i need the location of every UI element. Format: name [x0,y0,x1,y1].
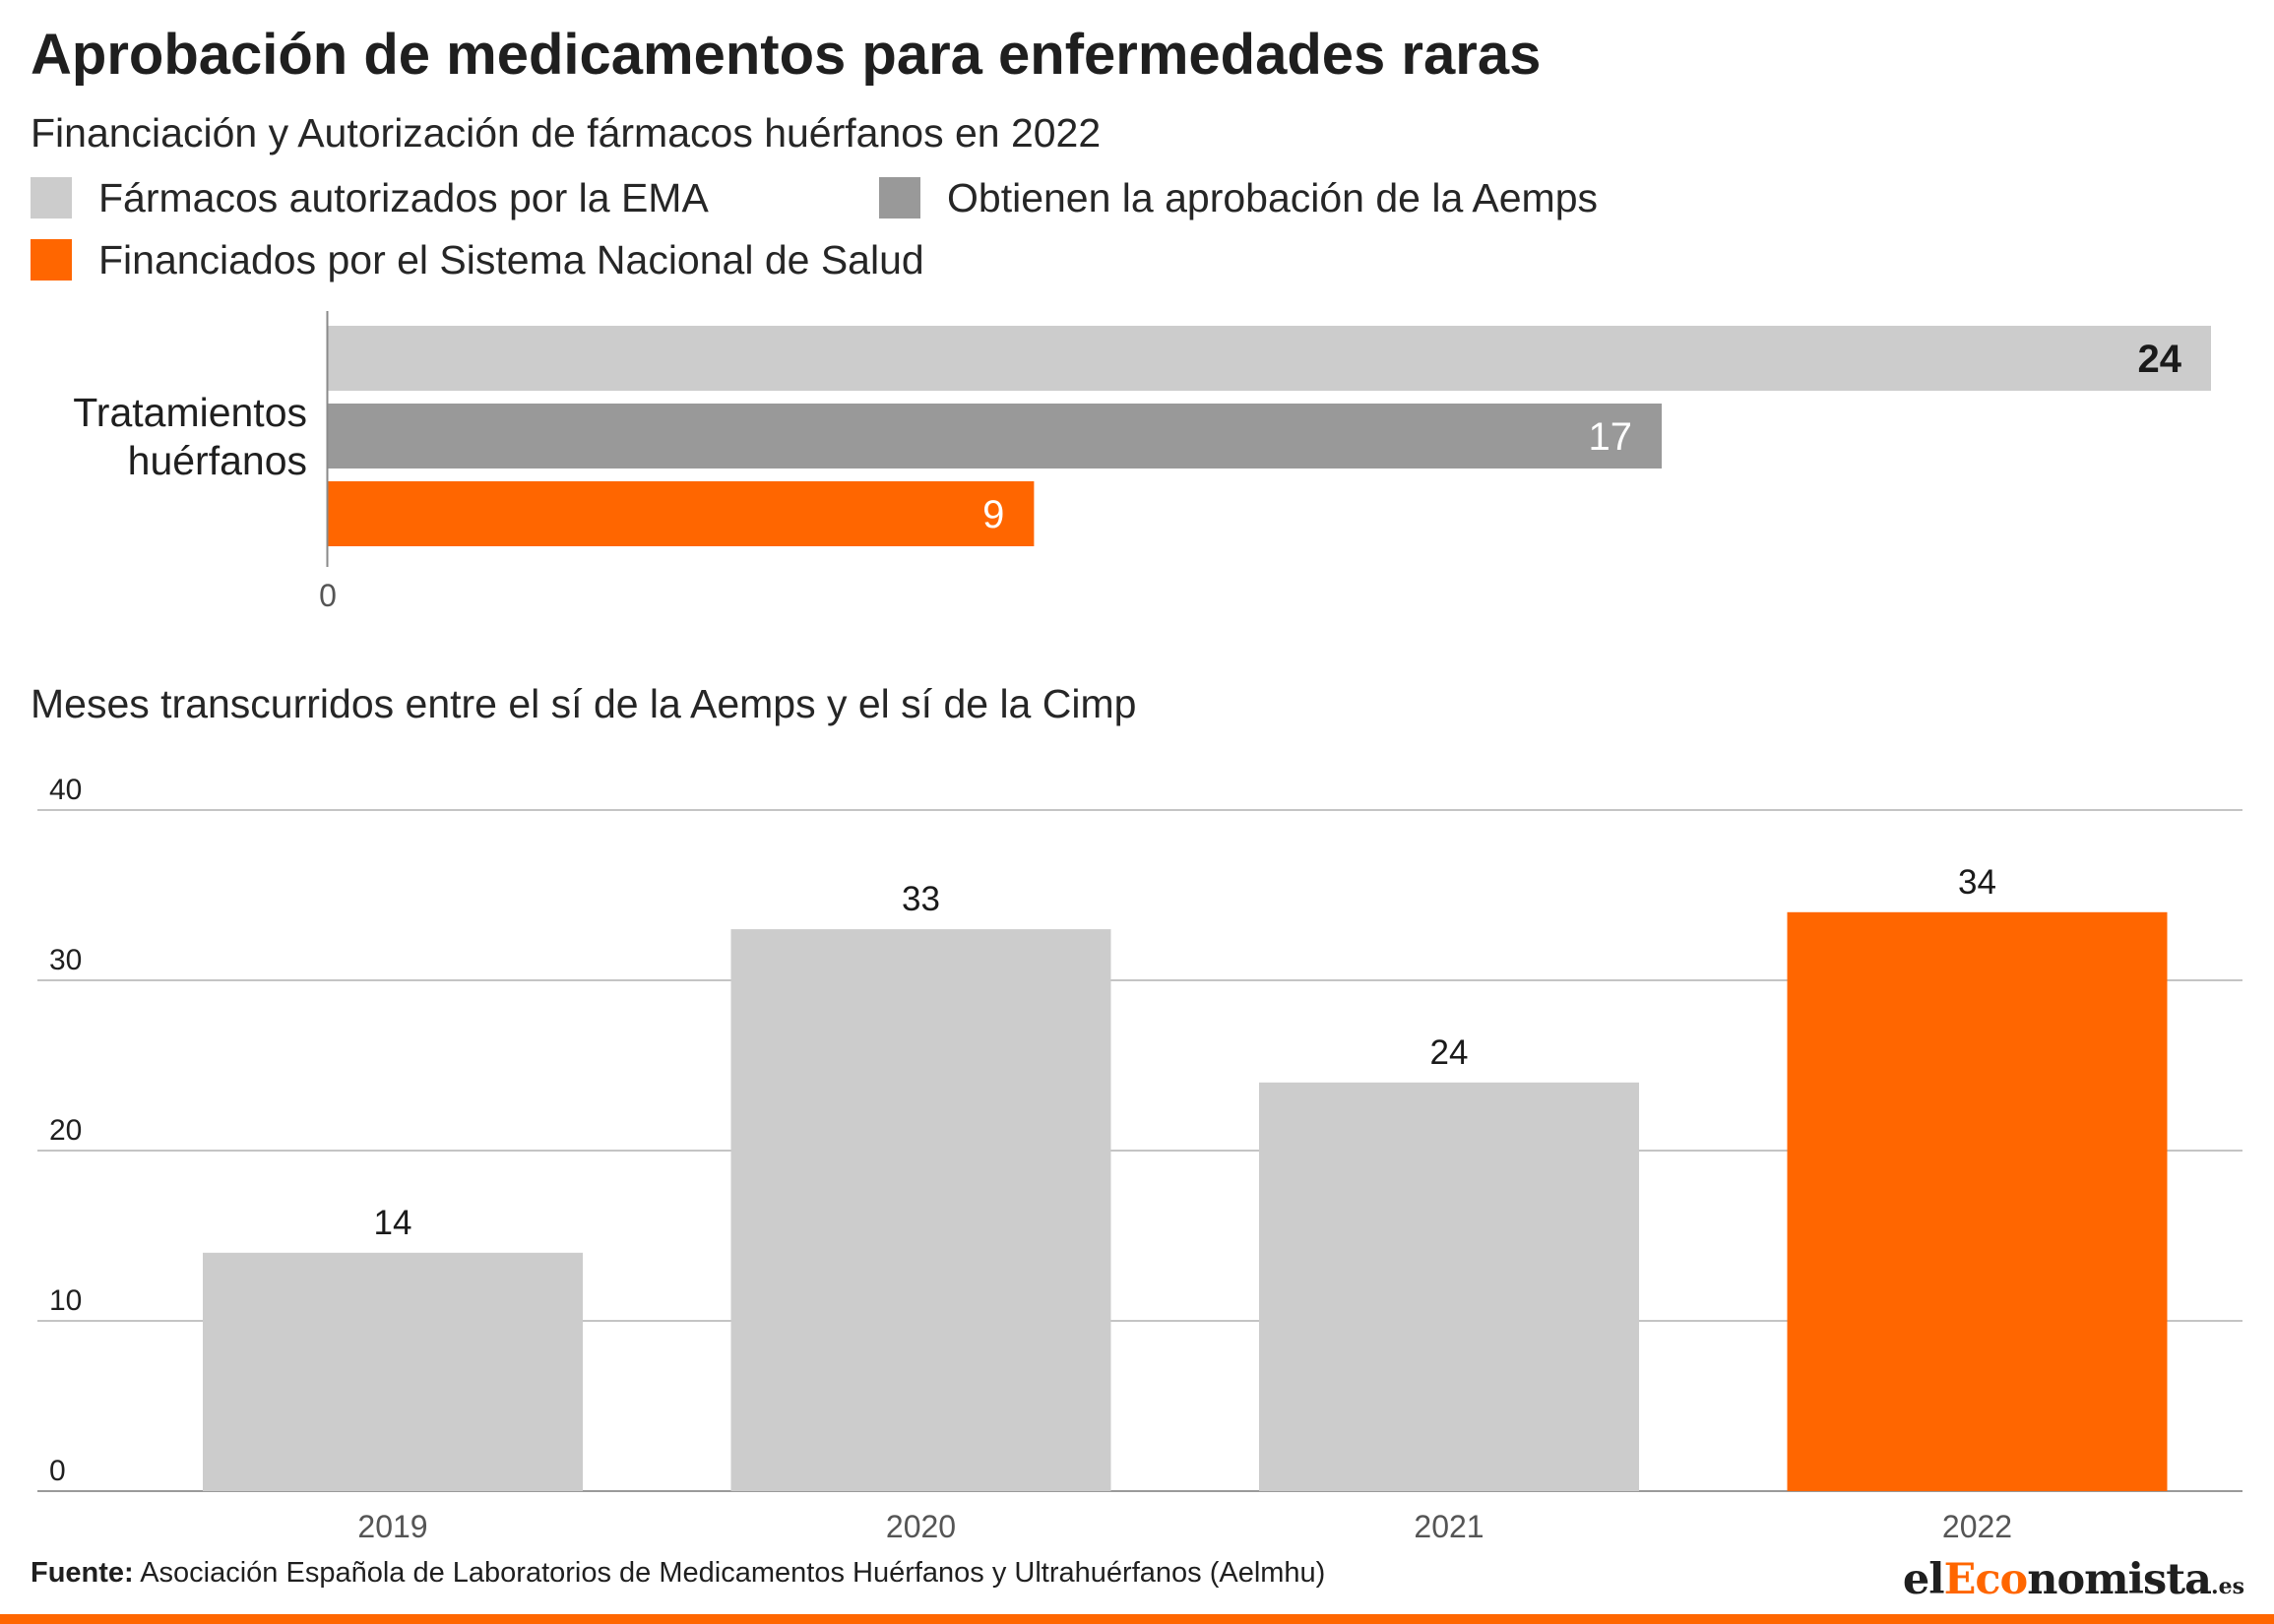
chart-subtitle: Financiación y Autorización de fármacos … [31,110,1102,156]
legend-swatch-ema [31,177,72,219]
source-label: Fuente: [31,1557,134,1589]
bar-3 [328,481,1035,546]
y-tick-label: 40 [49,774,82,806]
x-tick-label: 0 [319,578,337,613]
y-tick-label: 30 [49,944,82,976]
legend-label-aemps: Obtienen la aprobación de la Aemps [947,174,1599,220]
category-label: Tratamientos huérfanos [73,390,307,483]
x-tick-label-2021: 2021 [1414,1509,1484,1544]
bar-value-label-2019: 14 [374,1204,412,1242]
bar-2022 [1787,911,2168,1491]
legend-item-sns: Financiados por el Sistema Nacional de S… [31,237,924,282]
legend-item-ema: Fármacos autorizados por la EMA [31,175,709,220]
section2-title: Meses transcurridos entre el sí de la Ae… [31,681,1137,726]
bottom-accent-bar [0,1614,2274,1624]
legend-label-sns: Financiados por el Sistema Nacional de S… [98,236,924,282]
bar-2020 [730,929,1111,1491]
logo-part3: nomista [2027,1555,2212,1604]
y-tick-label: 0 [49,1455,66,1487]
bar-value-label-2021: 24 [1430,1033,1469,1072]
horizontal-bar-chart: 24 17 9 Tratamientos huérfanos 0 [73,311,2211,613]
bar-value-label-2: 17 [1589,415,1633,459]
y-tick-label: 20 [49,1114,82,1147]
bar-2021 [1259,1082,1639,1491]
bar-1 [328,326,2211,391]
bar-value-label-2022: 34 [1958,863,1996,902]
logo-part1: el [1902,1555,1945,1604]
bar-2019 [203,1252,583,1491]
x-tick-label-2019: 2019 [357,1509,427,1544]
legend-swatch-aemps [879,177,920,219]
x-tick-label-2020: 2020 [886,1509,956,1544]
category-label-line2: huérfanos [128,438,307,483]
legend-item-aemps: Obtienen la aprobación de la Aemps [879,175,1598,220]
legend-swatch-sns [31,239,72,281]
bar-value-label-3: 9 [982,493,1004,536]
y-tick-label: 10 [49,1284,82,1317]
logo-tld: .es [2210,1574,2244,1599]
bar-value-label-1: 24 [2138,338,2182,381]
legend-label-ema: Fármacos autorizados por la EMA [98,174,709,220]
logo-part2: Eco [1943,1555,2029,1604]
source-note: Fuente: Asociación Española de Laborator… [31,1557,1325,1590]
category-label-line1: Tratamientos [73,390,307,435]
x-tick-label-2022: 2022 [1942,1509,2012,1544]
publisher-logo[interactable]: elEconomista.es [1903,1555,2244,1604]
bar-value-label-2020: 33 [902,880,940,918]
chart-title: Aprobación de medicamentos para enfermed… [31,23,1542,87]
source-text: Asociación Española de Laboratorios de M… [140,1557,1326,1589]
bar-2 [328,404,1663,468]
